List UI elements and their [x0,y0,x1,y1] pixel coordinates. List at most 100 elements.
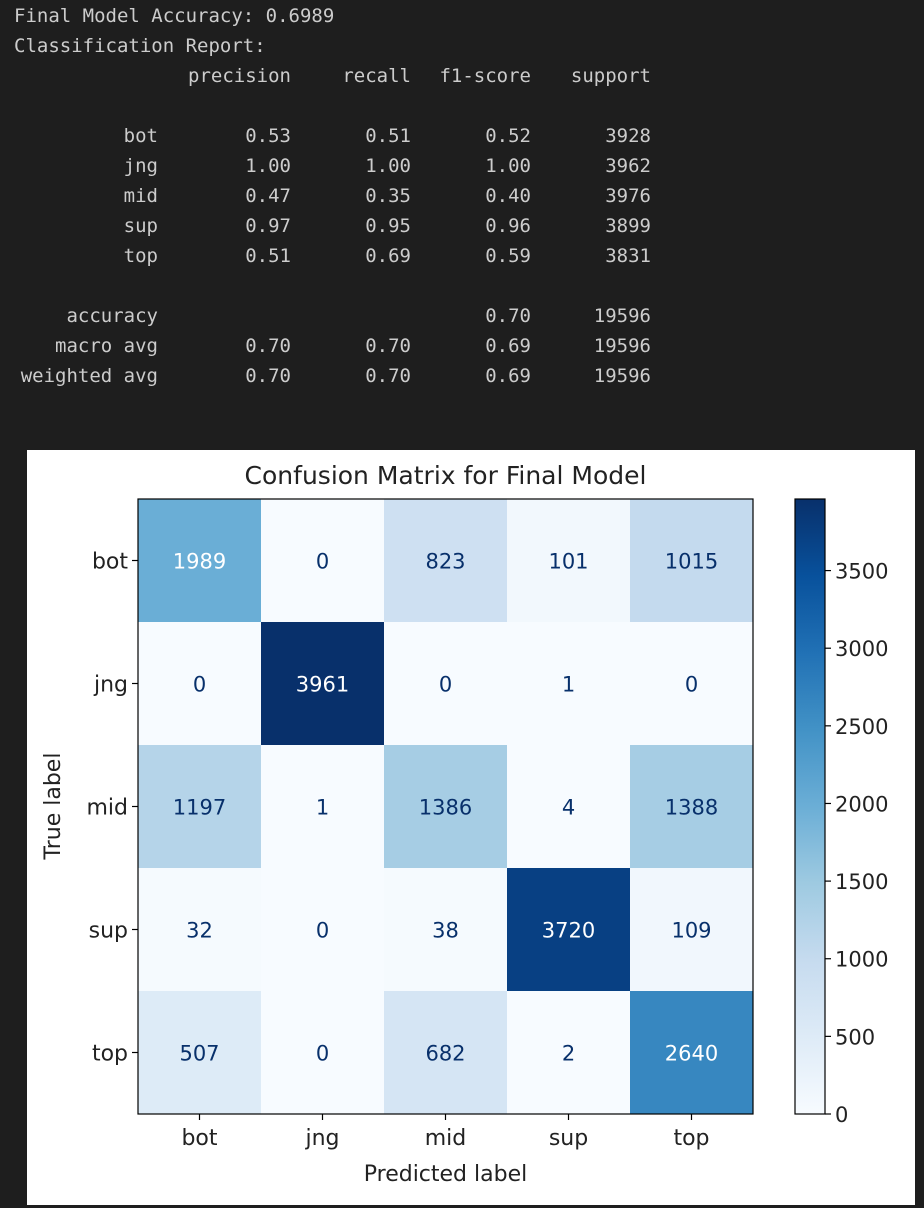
matrix-cell-value: 109 [671,919,711,943]
y-tick-label: sup [89,919,128,944]
report-row-label: mid [123,185,158,207]
matrix-cell [384,499,507,622]
y-axis-label: True label [41,753,66,861]
report-row-label: sup [123,215,158,237]
confusion-matrix-chart: 1989 0 823 101 1015 0 3961 0 1 0 1197 1 1386 4 1388 32 0… [41,461,888,1187]
report-cell: 3899 [605,215,651,237]
report-column-header: f1-score [439,65,531,87]
report-column-header: support [570,65,651,87]
matrix-cell-value: 823 [425,550,465,574]
accuracy-line: Final Model Accuracy: 0.6989 [14,5,335,27]
matrix-cell-value: 0 [316,550,329,574]
matrix-cell-value: 2640 [665,1042,718,1066]
report-cell: 0.69 [365,245,411,267]
report-summary-label: accuracy [66,305,158,327]
report-column-header: recall [342,65,411,87]
report-cell: 0.70 [365,365,411,387]
report-cell: 0.59 [485,245,531,267]
matrix-cell [507,868,630,991]
report-cell: 0.52 [485,125,531,147]
matrix-cell [261,868,384,991]
report-cell: 1.00 [365,155,411,177]
matrix-cell [261,745,384,868]
x-tick-label: top [673,1126,709,1151]
report-cell: 0.70 [485,305,531,327]
colorbar-tick-label: 3000 [835,637,888,661]
colorbar [794,498,826,1115]
matrix-cell-value: 1388 [665,796,718,820]
x-tick-label: mid [425,1126,467,1151]
report-cell: 19596 [593,365,651,387]
report-cell: 0.69 [485,335,531,357]
matrix-cell-value: 507 [179,1042,219,1066]
matrix-cell [138,622,261,745]
y-tick-label: top [92,1042,128,1067]
report-column-header: precision [188,65,291,87]
matrix-cell [630,745,753,868]
matrix-cell-value: 1015 [665,550,718,574]
matrix-cell [630,499,753,622]
matrix-cell [507,622,630,745]
matrix-cell-value: 0 [316,919,329,943]
matrix-cell [384,868,507,991]
matrix-cell-value: 38 [432,919,459,943]
report-cell: 3831 [605,245,651,267]
x-axis-label: Predicted label [364,1162,527,1187]
report-row-label: top [123,245,158,267]
matrix-cell [261,622,384,745]
chart-title: Confusion Matrix for Final Model [245,461,647,490]
report-cell: 0.51 [365,125,411,147]
report-cell: 0.95 [365,215,411,237]
matrix-cell-value: 682 [425,1042,465,1066]
report-heading: Classification Report: [14,35,266,57]
matrix-cell-value: 1 [562,673,575,697]
colorbar-tick-label: 1500 [835,870,888,894]
y-tick-label: jng [93,673,128,698]
matrix-cell [138,499,261,622]
report-cell: 0.53 [245,125,291,147]
x-tick-label: sup [549,1126,588,1151]
colorbar-tick-label: 3500 [835,560,888,584]
report-cell: 19596 [593,335,651,357]
confusion-matrix-figure: 1989 0 823 101 1015 0 3961 0 1 0 1197 1 1386 4 1388 32 0… [27,450,915,1205]
report-cell: 3976 [605,185,651,207]
colorbar-tick-label: 2000 [835,792,888,816]
matrix-cell [138,868,261,991]
colorbar-tick-label: 2500 [835,715,888,739]
matrix-cell [384,622,507,745]
matrix-cell-value: 1 [316,796,329,820]
y-tick-label: bot [92,550,128,575]
report-summary-label: weighted avg [20,365,158,387]
report-row-label: bot [123,125,158,147]
matrix-cell-value: 101 [548,550,588,574]
matrix-cell-value: 0 [685,673,698,697]
y-tick-label: mid [86,796,128,821]
matrix-cell [138,745,261,868]
matrix-cell [138,991,261,1114]
x-tick-label: jng [304,1126,339,1151]
report-cell: 0.70 [245,335,291,357]
report-cell: 1.00 [245,155,291,177]
report-cell: 3962 [605,155,651,177]
matrix-cell [630,868,753,991]
report-cell: 3928 [605,125,651,147]
matrix-cell-value: 1386 [419,796,472,820]
report-cell: 1.00 [485,155,531,177]
report-cell: 0.47 [245,185,291,207]
matrix-cell-value: 0 [316,1042,329,1066]
report-cell: 0.96 [485,215,531,237]
matrix-cell-value: 2 [562,1042,575,1066]
matrix-cell-value: 3961 [296,673,349,697]
colorbar-tick-label: 1000 [835,948,888,972]
colorbar-tick-label: 0 [835,1103,848,1127]
colorbar-tick-label: 500 [835,1025,875,1049]
report-cell: 0.51 [245,245,291,267]
matrix-cell-value: 32 [186,919,213,943]
matrix-cell [261,991,384,1114]
matrix-cell [261,499,384,622]
matrix-cell-value: 0 [193,673,206,697]
matrix-cell [384,745,507,868]
matrix-cell-value: 1197 [173,796,226,820]
matrix-cell [630,622,753,745]
report-cell: 0.35 [365,185,411,207]
